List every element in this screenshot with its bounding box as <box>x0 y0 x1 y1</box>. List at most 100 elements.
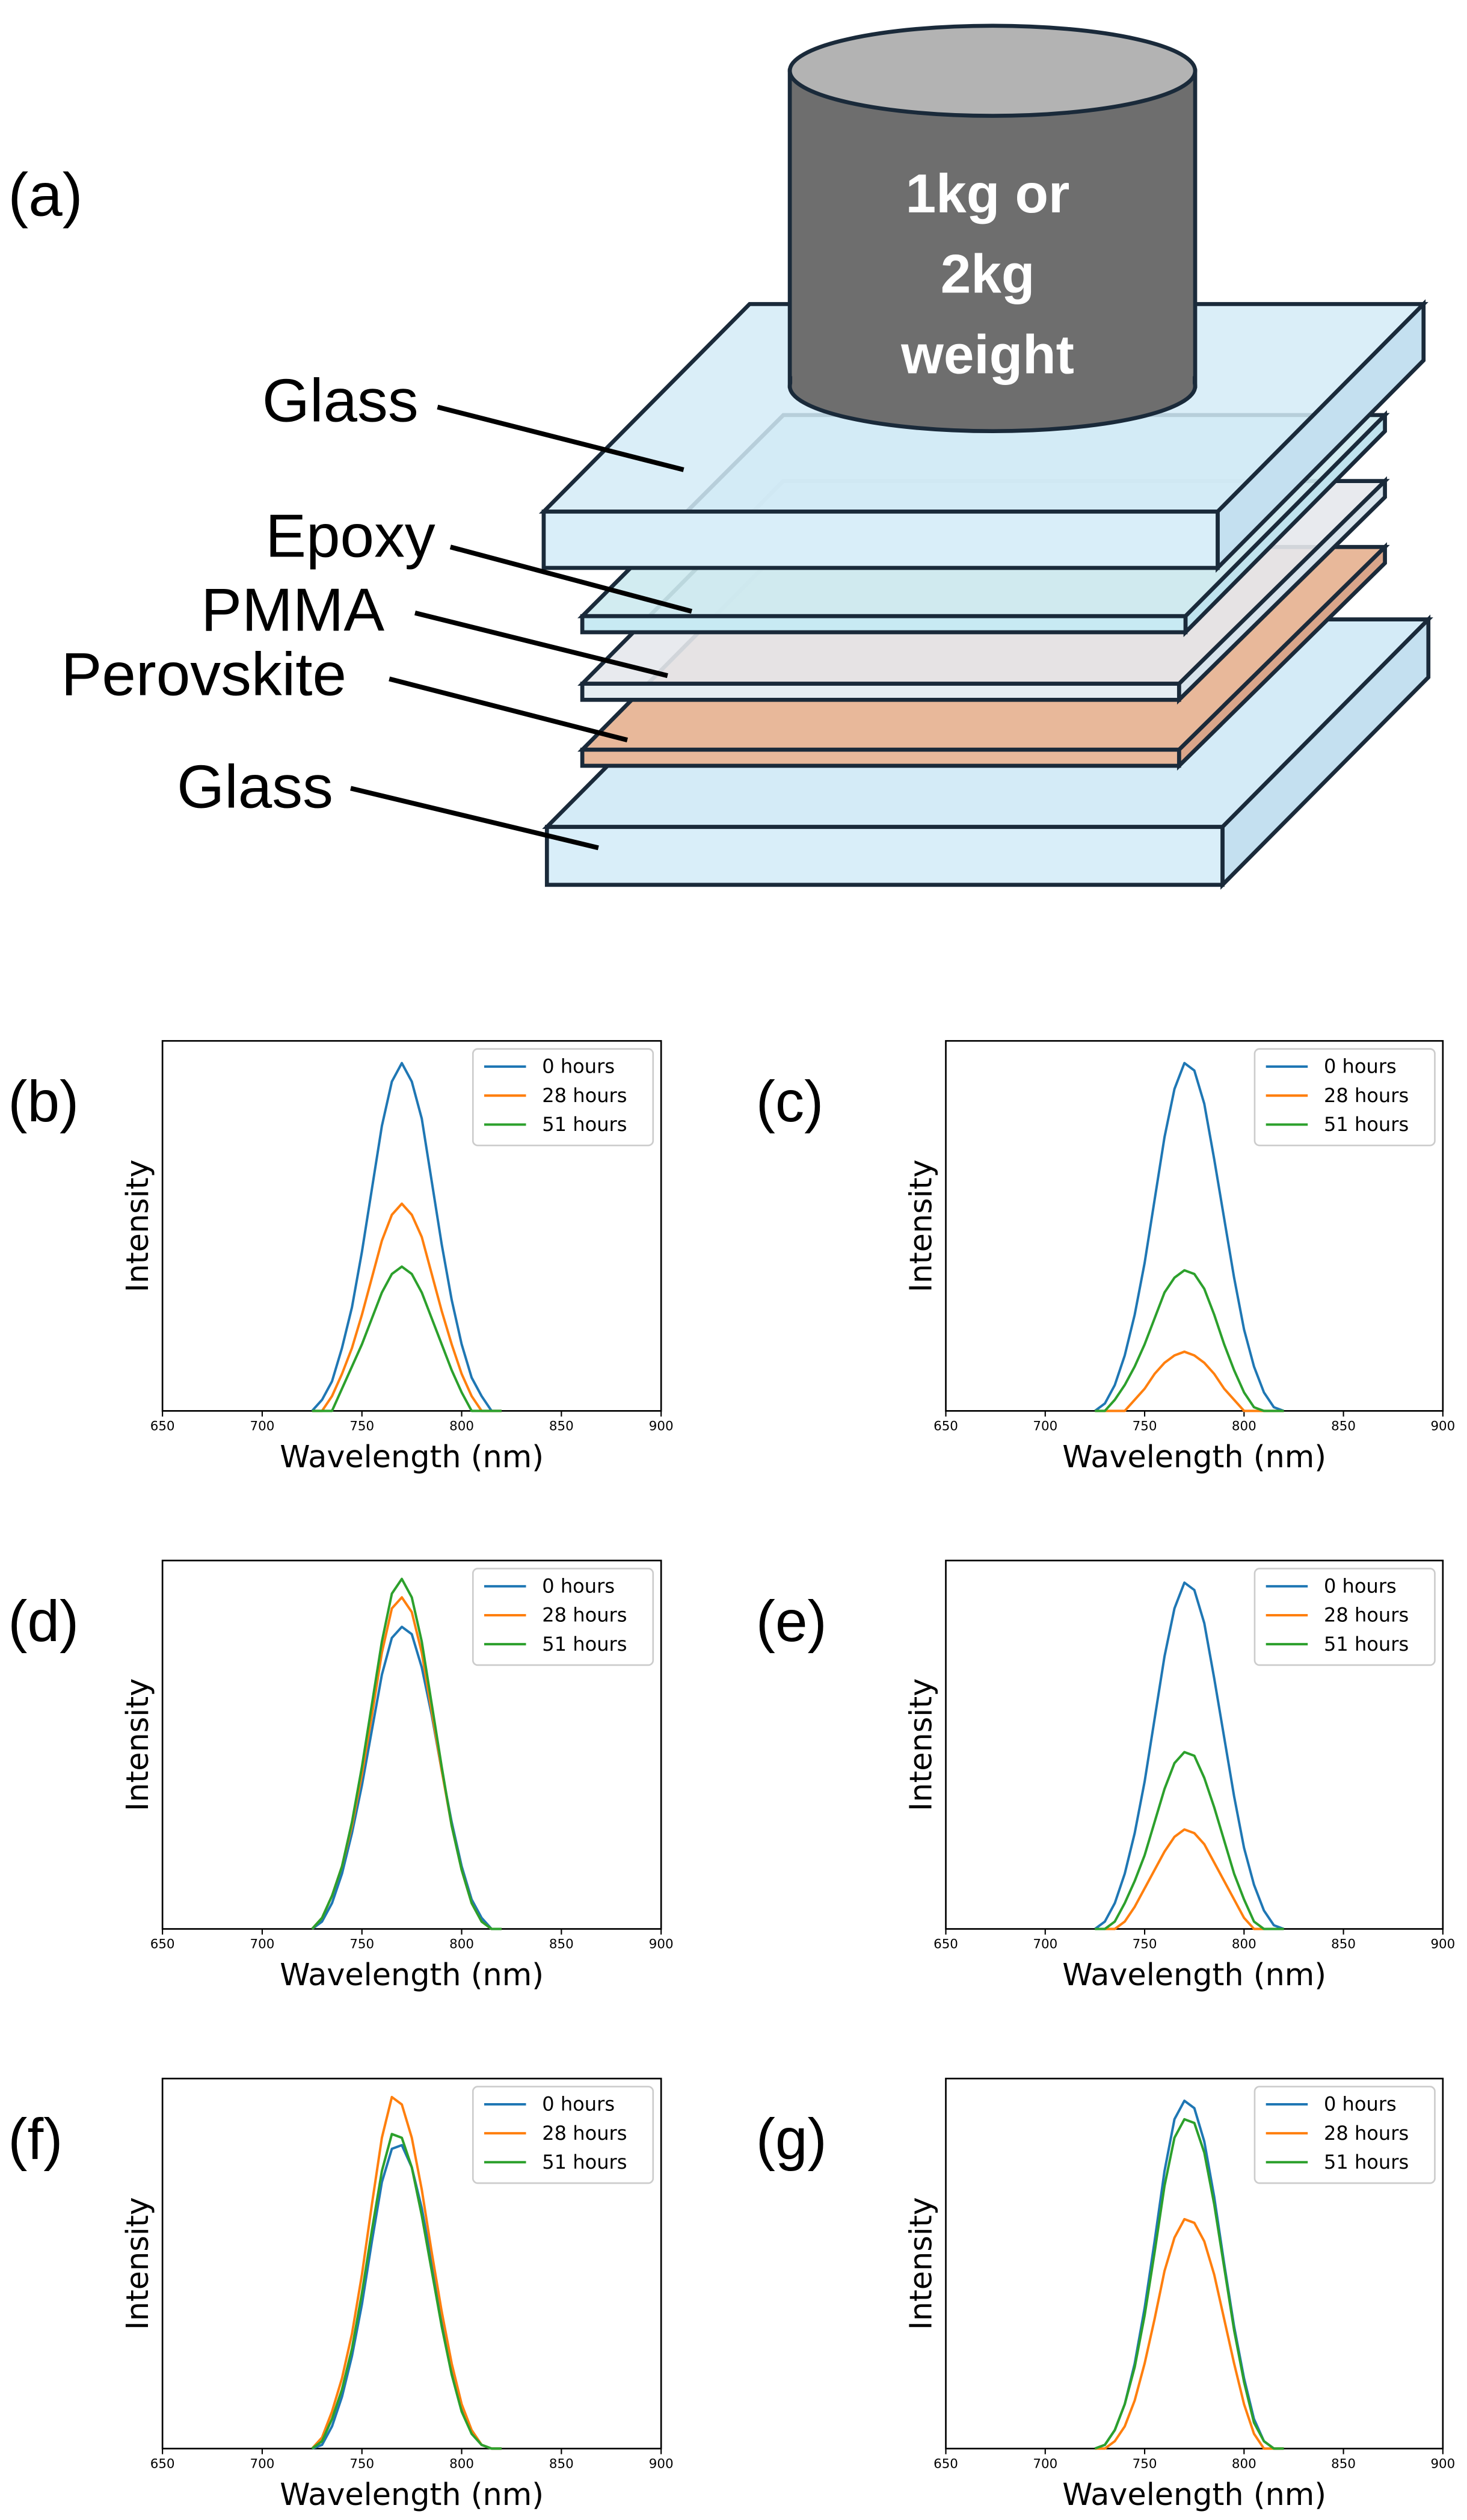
x-tick-label: 700 <box>1033 2456 1057 2471</box>
leader-line <box>414 611 668 679</box>
legend-label: 28 hours <box>1324 1084 1409 1107</box>
legend-box <box>1253 2086 1436 2184</box>
legend-label: 28 hours <box>542 2122 627 2145</box>
data-line <box>1095 2217 1284 2450</box>
data-line <box>311 1577 502 1930</box>
data-line <box>311 2133 502 2450</box>
x-tick-label: 750 <box>1133 1937 1157 1952</box>
weight-top <box>787 23 1198 118</box>
chart: (f) 650 700 750 800 850 900 Wavelength (nm) Inte… <box>8 2077 674 2512</box>
panel-label: (d) <box>8 1589 79 1654</box>
data-line <box>1094 2118 1284 2450</box>
glass-front-face <box>544 825 1225 887</box>
x-tick-label: 800 <box>449 2456 474 2471</box>
panel-label: (c) <box>756 1070 823 1134</box>
x-tick-label: 650 <box>150 1937 175 1952</box>
x-tick-label: 750 <box>349 1419 374 1434</box>
layer-label: Glass <box>177 752 333 821</box>
data-line <box>1095 1350 1284 1412</box>
y-axis-label: Intensity <box>903 2197 938 2330</box>
data-line <box>1095 1751 1284 1930</box>
weight-label: 2kg <box>941 244 1035 305</box>
data-line <box>1095 1269 1284 1412</box>
chart: (b) 650 700 750 800 850 900 Wavelength (nm) Inte… <box>8 1040 674 1474</box>
x-tick-label: 700 <box>250 1937 275 1952</box>
x-tick-label: 700 <box>1033 1937 1057 1952</box>
x-tick-label: 850 <box>1331 1419 1356 1434</box>
legend-label: 0 hours <box>542 2093 615 2116</box>
weight-body-fill <box>792 321 1193 386</box>
leader-line <box>389 676 628 743</box>
y-axis-label: Intensity <box>120 2197 155 2330</box>
x-axis-label: Wavelength (nm) <box>280 2477 544 2512</box>
x-axis-label: Wavelength (nm) <box>280 1439 544 1474</box>
legend-label: 28 hours <box>1324 1604 1409 1627</box>
legend-label: 51 hours <box>1324 2151 1409 2173</box>
x-tick-label: 800 <box>1232 2456 1256 2471</box>
epoxy-front <box>580 614 1188 635</box>
x-tick-label: 900 <box>1430 2456 1455 2471</box>
legend-label: 28 hours <box>1324 2122 1409 2145</box>
glass-front-face <box>541 510 1220 570</box>
leader-line <box>449 544 693 614</box>
panel-label: (f) <box>8 2107 63 2172</box>
x-axis-label: Wavelength (nm) <box>1062 1957 1326 1992</box>
perovskite-front <box>580 747 1181 768</box>
x-tick-label: 800 <box>449 1937 474 1952</box>
layer-label: Perovskite <box>61 639 346 708</box>
x-tick-label: 800 <box>449 1419 474 1434</box>
legend-label: 51 hours <box>542 1633 627 1656</box>
x-tick-label: 700 <box>250 1419 275 1434</box>
x-tick-label: 900 <box>1430 1419 1455 1434</box>
data-line <box>1094 1062 1285 1412</box>
x-tick-label: 850 <box>549 2456 574 2471</box>
x-tick-label: 800 <box>1232 1419 1256 1434</box>
x-tick-label: 750 <box>1133 1419 1157 1434</box>
x-tick-label: 650 <box>933 2456 958 2471</box>
data-line <box>1094 1581 1285 1930</box>
x-tick-label: 900 <box>649 1937 674 1952</box>
legend-label: 0 hours <box>542 1575 615 1598</box>
data-line <box>311 1062 502 1412</box>
legend-label: 0 hours <box>1324 2093 1397 2116</box>
x-tick-label: 900 <box>649 2456 674 2471</box>
legend-box <box>1253 1568 1436 1666</box>
x-tick-label: 650 <box>150 1419 175 1434</box>
data-line <box>312 1202 502 1412</box>
leader-line <box>437 404 684 472</box>
x-axis-label: Wavelength (nm) <box>1062 1439 1326 1474</box>
legend-label: 51 hours <box>1324 1633 1409 1656</box>
x-tick-label: 850 <box>549 1937 574 1952</box>
legend-box <box>1253 1048 1436 1147</box>
x-tick-label: 700 <box>250 2456 275 2471</box>
x-tick-label: 750 <box>349 1937 374 1952</box>
leader-lines <box>350 404 693 851</box>
y-axis-label: Intensity <box>903 1159 938 1292</box>
panel-label: (e) <box>756 1589 827 1654</box>
weight-label: 1kg or <box>906 164 1070 224</box>
leader-line <box>350 786 599 851</box>
x-tick-label: 750 <box>349 2456 374 2471</box>
x-axis-label: Wavelength (nm) <box>280 1957 544 1992</box>
legend-label: 0 hours <box>1324 1055 1397 1078</box>
layer-label: Epoxy <box>265 501 435 570</box>
x-axis-label: Wavelength (nm) <box>1062 2477 1326 2512</box>
x-tick-label: 800 <box>1232 1937 1256 1952</box>
legend-label: 28 hours <box>542 1604 627 1627</box>
x-tick-label: 850 <box>1331 1937 1356 1952</box>
legend-label: 51 hours <box>1324 1113 1409 1136</box>
legend-label: 51 hours <box>542 2151 627 2173</box>
x-tick-label: 750 <box>1133 2456 1157 2471</box>
weight-label: weight <box>900 324 1074 385</box>
data-line <box>311 2095 502 2450</box>
legend-label: 51 hours <box>542 1113 627 1136</box>
panel-label: (a) <box>8 160 82 229</box>
y-axis-label: Intensity <box>120 1678 155 1811</box>
legend-label: 28 hours <box>542 1084 627 1107</box>
pmma-front <box>580 682 1181 702</box>
layer-label: PMMA <box>201 575 384 644</box>
x-tick-label: 900 <box>649 1419 674 1434</box>
x-tick-label: 700 <box>1033 1419 1057 1434</box>
